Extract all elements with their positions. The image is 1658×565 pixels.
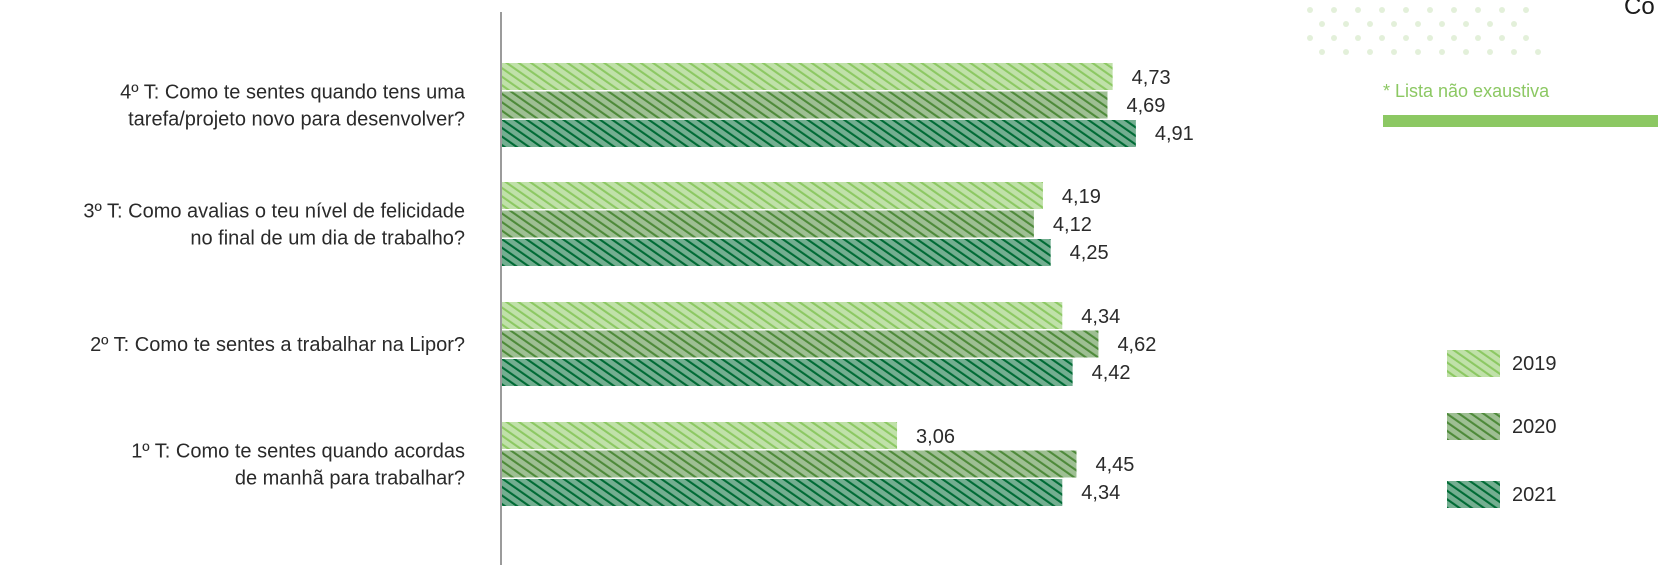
legend-label-2020: 2020	[1512, 416, 1557, 438]
legend: 2019 2020 2021	[1447, 350, 1557, 508]
value-label-2020-q4: 4,69	[1126, 95, 1165, 117]
value-label-2020-q1: 4,45	[1095, 454, 1134, 476]
category-label-q1-line1: 1º T: Como te sentes quando acordas	[131, 441, 465, 463]
legend-swatch-2019	[1447, 350, 1500, 377]
legend-swatch-2021	[1447, 481, 1500, 508]
bar-2021-q1	[502, 479, 1063, 506]
value-labels: 4,73 4,69 4,91 4,19 4,12 4,25 4,34 4,62 4,42 3,06…	[916, 67, 1194, 504]
bar-2020-q1	[502, 450, 1077, 478]
bar-2019-q4	[502, 63, 1113, 90]
note-underline	[1383, 115, 1658, 127]
value-label-2020-q3: 4,12	[1053, 214, 1092, 236]
category-label-q4-line2: tarefa/projeto novo para desenvolver?	[128, 109, 465, 131]
value-label-2019-q2: 4,34	[1081, 306, 1120, 328]
bar-2019-q2	[502, 302, 1063, 329]
dot-pattern	[1307, 7, 1541, 55]
bars-layer	[502, 63, 1136, 506]
legend-label-2021: 2021	[1512, 484, 1557, 506]
value-label-2021-q1: 4,34	[1081, 482, 1120, 504]
bar-2020-q2	[502, 330, 1099, 358]
value-label-2021-q4: 4,91	[1155, 123, 1194, 145]
value-label-2021-q2: 4,42	[1092, 362, 1131, 384]
category-label-q2-line1: 2º T: Como te sentes a trabalhar na Lipo…	[90, 334, 465, 356]
note-text: * Lista não exaustiva	[1383, 81, 1550, 101]
value-label-2019-q4: 4,73	[1132, 67, 1171, 89]
category-label-q3-line2: no final de um dia de trabalho?	[190, 228, 465, 250]
corner-text: Co	[1624, 0, 1655, 20]
category-label-q4-line1: 4º T: Como te sentes quando tens uma	[120, 82, 466, 104]
corner-badge	[1530, 0, 1658, 40]
category-label-q1-line2: de manhã para trabalhar?	[235, 468, 465, 490]
value-label-2020-q2: 4,62	[1117, 334, 1156, 356]
value-label-2019-q3: 4,19	[1062, 186, 1101, 208]
bar-2021-q4	[502, 120, 1136, 147]
legend-label-2019: 2019	[1512, 353, 1557, 375]
background-decoration	[1307, 0, 1658, 55]
bar-2019-q3	[502, 182, 1043, 209]
value-label-2019-q1: 3,06	[916, 426, 955, 448]
bar-2021-q3	[502, 239, 1051, 266]
legend-swatch-2020	[1447, 413, 1500, 440]
category-label-q3-line1: 3º T: Como avalias o teu nível de felici…	[83, 201, 465, 223]
bar-2020-q3	[502, 210, 1034, 238]
bar-2020-q4	[502, 91, 1108, 119]
value-label-2021-q3: 4,25	[1070, 242, 1109, 264]
bar-2021-q2	[502, 359, 1073, 386]
category-labels: 4º T: Como te sentes quando tens uma tare…	[83, 82, 465, 490]
bar-2019-q1	[502, 422, 898, 449]
